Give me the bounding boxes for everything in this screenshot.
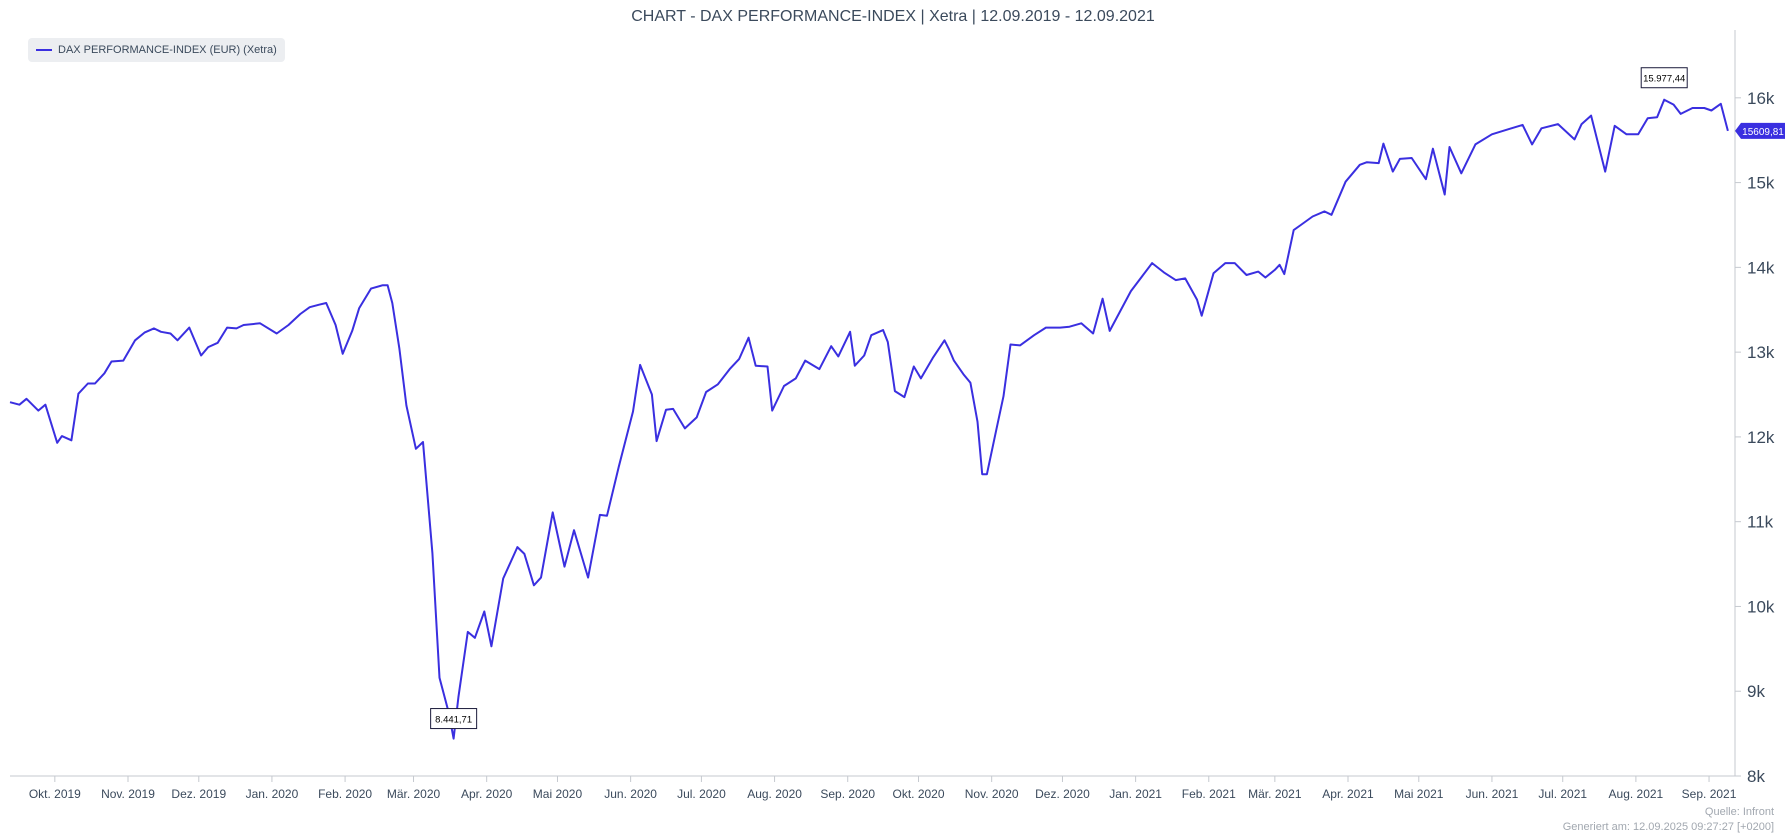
x-tick-label: Mär. 2021	[1248, 787, 1302, 801]
x-tick-label: Jul. 2020	[677, 787, 726, 801]
x-tick-label: Aug. 2021	[1609, 787, 1664, 801]
generated-timestamp: Generiert am: 12.09.2025 09:27:27 [+0200…	[1562, 821, 1774, 833]
y-tick-label: 8k	[1747, 767, 1765, 786]
y-axis-ticks: 8k 9k 10k 11k 12k 13k 14k 15k 16k	[1735, 89, 1775, 786]
annotation-box	[430, 708, 478, 730]
chart-legend[interactable]: DAX PERFORMANCE-INDEX (EUR) (Xetra)	[28, 38, 285, 62]
annotation-layer: 8.441,71 15.977,44 15609,81	[430, 67, 1785, 730]
annotation-label: 8.441,71	[435, 715, 472, 726]
y-tick-label: 14k	[1747, 258, 1775, 277]
annotation-label: 15.977,44	[1643, 74, 1685, 85]
series-layer	[9, 98, 1729, 740]
legend-swatch	[36, 49, 52, 51]
x-tick-label: Jun. 2020	[604, 787, 657, 801]
source-credit: Quelle: Infront	[1704, 806, 1774, 818]
x-tick-label: Sep. 2021	[1682, 787, 1737, 801]
x-tick-label: Mär. 2020	[387, 787, 441, 801]
y-tick-label: 10k	[1747, 597, 1775, 616]
y-tick-label: 16k	[1747, 89, 1775, 108]
x-tick-label: Jul. 2021	[1538, 787, 1587, 801]
x-tick-label: Okt. 2019	[29, 787, 81, 801]
x-tick-label: Apr. 2021	[1322, 787, 1374, 801]
series-line	[9, 98, 1729, 740]
chart-axes	[10, 30, 1736, 777]
x-tick-label: Jan. 2020	[246, 787, 299, 801]
x-tick-label: Feb. 2021	[1182, 787, 1236, 801]
x-tick-label: Mai 2020	[533, 787, 583, 801]
last-value-marker	[1735, 122, 1785, 139]
x-tick-label: Okt. 2020	[893, 787, 945, 801]
annotation-box	[1640, 67, 1688, 89]
x-tick-label: Nov. 2020	[965, 787, 1019, 801]
x-tick-label: Nov. 2019	[101, 787, 155, 801]
x-tick-label: Jun. 2021	[1466, 787, 1519, 801]
x-tick-label: Feb. 2020	[318, 787, 372, 801]
legend-label: DAX PERFORMANCE-INDEX (EUR) (Xetra)	[58, 44, 277, 56]
x-tick-label: Apr. 2020	[461, 787, 513, 801]
y-tick-label: 11k	[1747, 513, 1774, 532]
x-tick-label: Mai 2021	[1394, 787, 1444, 801]
y-tick-label: 15k	[1747, 174, 1775, 193]
x-tick-label: Aug. 2020	[747, 787, 802, 801]
x-axis-ticks: Okt. 2019 Nov. 2019 Dez. 2019 Jan. 2020 Feb.…	[29, 776, 1737, 801]
chart-title: CHART - DAX PERFORMANCE-INDEX | Xetra | …	[631, 8, 1155, 25]
x-tick-label: Sep. 2020	[820, 787, 875, 801]
y-tick-label: 12k	[1747, 428, 1775, 447]
x-tick-label: Dez. 2019	[171, 787, 226, 801]
y-tick-label: 13k	[1747, 343, 1775, 362]
y-tick-label: 9k	[1747, 682, 1765, 701]
last-value-label: 15609,81	[1742, 127, 1784, 138]
x-tick-label: Jan. 2021	[1109, 787, 1162, 801]
x-tick-label: Dez. 2020	[1035, 787, 1090, 801]
